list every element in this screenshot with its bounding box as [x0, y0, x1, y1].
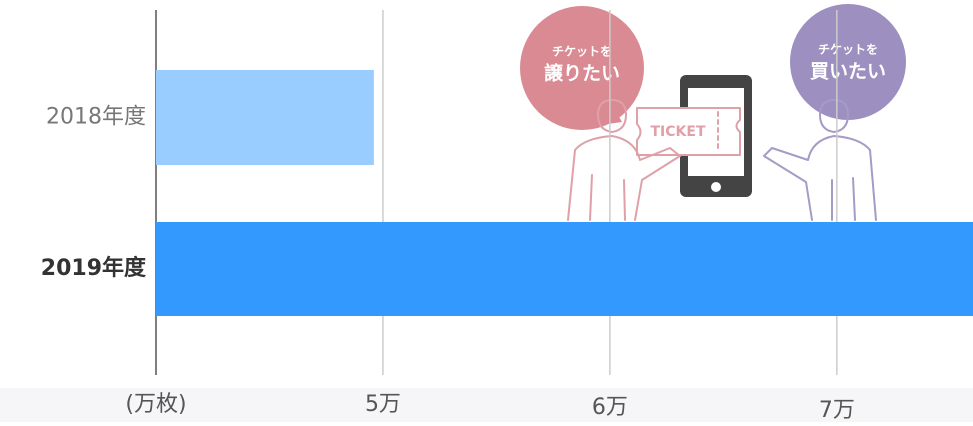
bar: [156, 70, 374, 165]
illustration: チケットを 譲りたい チケットを 買いたい TICKET: [520, 4, 906, 221]
annotation: チケットを: [552, 45, 612, 59]
bubble-tail: [828, 98, 848, 116]
annotation: 買いたい: [810, 61, 886, 83]
bubble: [790, 4, 906, 120]
annotation: チケットを: [818, 43, 878, 57]
bubble: [520, 6, 644, 130]
bars: [156, 70, 973, 316]
person-right: [763, 99, 877, 221]
footer-band: [0, 388, 973, 422]
annotation: 譲りたい: [544, 62, 620, 85]
x-axis-label: (万枚): [125, 392, 186, 417]
x-tick-label: 7万: [819, 398, 855, 422]
x-tick-label: 6万: [592, 395, 628, 420]
x-tick-label: 5万: [365, 392, 401, 417]
phone-button: [711, 182, 721, 192]
bubble-tail: [600, 104, 622, 125]
person-left: [567, 99, 681, 221]
ticket: [636, 107, 741, 156]
y-tick-label: 2018年度: [46, 105, 146, 130]
annotation: TICKET: [651, 124, 706, 140]
bar: [156, 222, 973, 316]
y-tick-label: 2019年度: [41, 255, 147, 281]
